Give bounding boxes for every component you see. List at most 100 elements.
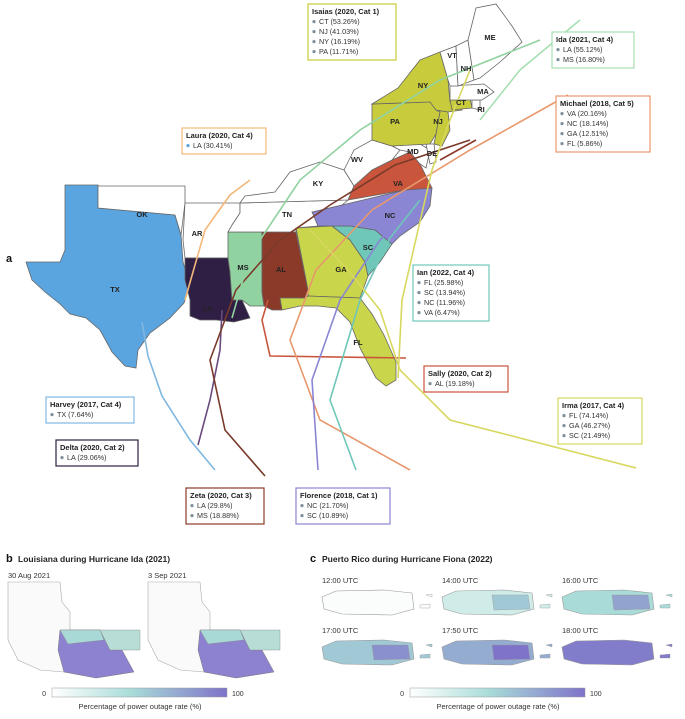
panel-c-legend-label: Percentage of power outage rate (%) — [437, 702, 560, 711]
hurricane-tracks — [141, 19, 637, 477]
bullet-icon — [60, 456, 64, 460]
annotation-item-irma: GA (46.27%) — [569, 421, 610, 430]
state-pa — [371, 101, 441, 147]
annotation-box-harvey: Harvey (2017, Cat 4)TX (7.64%) — [45, 396, 135, 424]
annotation-item-laura: LA (30.41%) — [193, 141, 233, 150]
track-irma — [309, 229, 637, 469]
annotation-box-zeta: Zeta (2020, Cat 3)LA (29.8%)MS (18.88%) — [185, 487, 265, 525]
pr-time-label: 16:00 UTC — [562, 576, 599, 585]
state-label-al: AL — [276, 265, 286, 274]
pr-time-label: 17:50 UTC — [442, 626, 479, 635]
annotation-box-florence: Florence (2018, Cat 1)NC (21.70%)SC (10.… — [295, 487, 391, 525]
state-label-me: ME — [484, 33, 495, 42]
panel-c-title: Puerto Rico during Hurricane Fiona (2022… — [322, 554, 493, 564]
annotation-item-ian: NC (11.96%) — [424, 298, 465, 307]
state-label-wv: WV — [351, 155, 363, 164]
annotation-title-michael: Michael (2018, Cat 5) — [560, 99, 634, 108]
annotation-item-florence: NC (21.70%) — [307, 501, 349, 510]
pr-map-2: 16:00 UTC — [561, 576, 673, 616]
state-label-ky: KY — [313, 179, 323, 188]
state-label-pa: PA — [390, 117, 400, 126]
annotation-item-harvey: TX (7.64%) — [57, 410, 93, 419]
bullet-icon — [560, 122, 564, 126]
track-delta — [197, 309, 223, 446]
track-zeta — [209, 139, 471, 477]
annotation-box-sally: Sally (2020, Cat 2)AL (19.18%) — [423, 365, 509, 393]
annotation-item-isaias: PA (11.71%) — [319, 47, 358, 56]
state-label-ri: RI — [477, 105, 485, 114]
annotation-box-delta: Delta (2020, Cat 2)LA (29.06%) — [55, 439, 139, 467]
panel-b-letter: b — [6, 553, 13, 565]
annotation-title-laura: Laura (2020, Cat 4) — [186, 131, 253, 140]
state-label-ms: MS — [237, 263, 248, 272]
panel-b-title: Louisiana during Hurricane Ida (2021) — [18, 554, 170, 564]
state-label-ok: OK — [136, 210, 148, 219]
annotation-title-harvey: Harvey (2017, Cat 4) — [50, 400, 122, 409]
annotation-box-laura: Laura (2020, Cat 4)LA (30.41%) — [181, 127, 267, 155]
track-michael-ne — [439, 139, 477, 161]
pr-time-label: 14:00 UTC — [442, 576, 479, 585]
state-md — [390, 143, 431, 169]
track-florence — [311, 204, 421, 471]
state-label-vt: VT — [447, 51, 457, 60]
track-isaias — [397, 69, 471, 379]
annotation-item-irma: FL (74.14%) — [569, 411, 608, 420]
annotation-item-zeta: MS (18.88%) — [197, 511, 239, 520]
state-label-nc: NC — [385, 211, 396, 220]
annotation-title-isaias: Isaias (2020, Cat 1) — [312, 7, 380, 16]
state-label-va: VA — [393, 179, 403, 188]
bullet-icon — [312, 20, 316, 24]
panel-b-date-2: 3 Sep 2021 — [148, 571, 186, 580]
pr-map-4: 17:50 UTC — [441, 626, 553, 666]
annotation-item-zeta: LA (29.8%) — [197, 501, 233, 510]
state-label-nh: NH — [461, 64, 472, 73]
panel-b-legend-label: Percentage of power outage rate (%) — [79, 702, 202, 711]
annotation-box-isaias: Isaias (2020, Cat 1)CT (53.26%)NJ (41.03… — [307, 3, 397, 61]
state-de — [425, 143, 437, 165]
annotation-item-irma: SC (21.49%) — [569, 431, 610, 440]
annotation-box-ida: Ida (2021, Cat 4)LA (55.12%)MS (16.80%) — [551, 31, 635, 69]
bullet-icon — [300, 504, 304, 508]
bullet-icon — [417, 301, 421, 305]
us-states-map — [25, 3, 523, 387]
state-label-tn: TN — [282, 210, 292, 219]
state-ky — [239, 161, 355, 204]
louisiana-map-2 — [147, 581, 281, 679]
panel-c-letter: c — [310, 553, 316, 565]
state-ma — [449, 83, 495, 101]
track-ida — [231, 39, 541, 319]
annotation-item-ian: SC (13.94%) — [424, 288, 465, 297]
panel-c-legend-min: 0 — [400, 691, 404, 698]
bullet-icon — [556, 58, 560, 62]
bullet-icon — [562, 424, 566, 428]
state-label-fl: FL — [353, 338, 363, 347]
annotation-boxes: Isaias (2020, Cat 1)CT (53.26%)NJ (41.03… — [45, 3, 651, 525]
puerto-rico-maps: 12:00 UTC 14:00 UTC 16:00 UTC 17:00 UTC 17:5… — [321, 576, 673, 666]
panel-c-legend-bar — [409, 687, 586, 698]
bullet-icon — [556, 48, 560, 52]
state-label-tx: TX — [110, 285, 120, 294]
panel-b-legend-bar — [51, 687, 228, 698]
bullet-icon — [417, 311, 421, 315]
state-label-ar: AR — [192, 229, 203, 238]
bullet-icon — [560, 112, 564, 116]
annotation-item-michael: GA (12.51%) — [567, 129, 608, 138]
annotation-item-ida: MS (16.80%) — [563, 55, 605, 64]
annotation-box-ian: Ian (2022, Cat 4)FL (25.98%)SC (13.94%)N… — [412, 264, 490, 322]
annotation-item-isaias: NJ (41.03%) — [319, 27, 359, 36]
panel-b-legend-min: 0 — [42, 691, 46, 698]
annotation-item-ian: FL (25.98%) — [424, 278, 463, 287]
annotation-title-delta: Delta (2020, Cat 2) — [60, 443, 125, 452]
state-label-de: DE — [427, 149, 437, 158]
annotation-box-michael: Michael (2018, Cat 5)VA (20.16%)NC (18.1… — [555, 95, 651, 153]
bullet-icon — [417, 281, 421, 285]
panel-c-legend-max: 100 — [590, 691, 602, 698]
bullet-icon — [190, 514, 194, 518]
state-label-nj: NJ — [433, 117, 443, 126]
bullet-icon — [560, 132, 564, 136]
bullet-icon — [190, 504, 194, 508]
annotation-item-ian: VA (6.47%) — [424, 308, 460, 317]
bullet-icon — [312, 40, 316, 44]
track-laura — [184, 179, 251, 301]
bullet-icon — [428, 382, 432, 386]
